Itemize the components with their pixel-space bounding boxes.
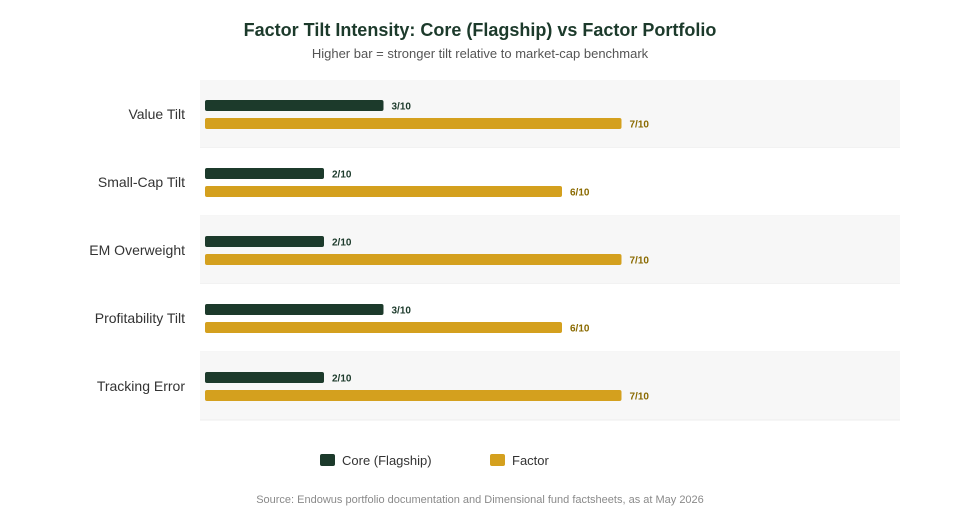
category-band-profitability-tilt <box>200 284 900 352</box>
category-label-value-tilt: Value Tilt <box>128 106 185 122</box>
bar-label-factor-profitability-tilt: 6/10 <box>570 324 590 335</box>
bar-label-core-tracking-error: 2/10 <box>332 374 352 385</box>
category-band-tracking-error <box>200 352 900 420</box>
category-label-profitability-tilt: Profitability Tilt <box>95 310 185 326</box>
category-band-em-overweight <box>200 216 900 284</box>
bar-factor-em-overweight <box>205 254 622 265</box>
category-label-small-cap-tilt: Small-Cap Tilt <box>98 174 185 190</box>
bar-core-profitability-tilt <box>205 304 384 315</box>
legend-item-factor: Factor <box>490 452 549 468</box>
legend-swatch-core <box>320 454 335 466</box>
bar-label-factor-small-cap-tilt: 6/10 <box>570 188 590 199</box>
category-band-value-tilt <box>200 80 900 148</box>
category-label-tracking-error: Tracking Error <box>97 378 186 394</box>
bar-label-factor-tracking-error: 7/10 <box>630 392 650 403</box>
category-label-em-overweight: EM Overweight <box>89 242 185 258</box>
category-band-small-cap-tilt <box>200 148 900 216</box>
bar-core-small-cap-tilt <box>205 168 324 179</box>
bar-label-factor-em-overweight: 7/10 <box>630 256 650 267</box>
legend-label-factor: Factor <box>512 452 549 468</box>
bar-label-core-value-tilt: 3/10 <box>392 102 412 113</box>
source-note: Source: Endowus portfolio documentation … <box>256 494 704 506</box>
legend-swatch-factor <box>490 454 505 466</box>
bar-core-value-tilt <box>205 100 384 111</box>
bar-factor-value-tilt <box>205 118 622 129</box>
bar-factor-profitability-tilt <box>205 322 562 333</box>
chart-legend: Core (Flagship) Factor <box>0 452 960 468</box>
bar-label-factor-value-tilt: 7/10 <box>630 120 650 131</box>
bar-factor-small-cap-tilt <box>205 186 562 197</box>
legend-label-core: Core (Flagship) <box>342 452 432 468</box>
chart-subtitle: Higher bar = stronger tilt relative to m… <box>311 46 649 61</box>
bar-factor-tracking-error <box>205 390 622 401</box>
bar-label-core-profitability-tilt: 3/10 <box>392 306 412 317</box>
legend-item-core: Core (Flagship) <box>320 452 432 468</box>
chart-title: Factor Tilt Intensity: Core (Flagship) v… <box>243 20 717 40</box>
bar-label-core-small-cap-tilt: 2/10 <box>332 170 352 181</box>
bar-core-tracking-error <box>205 372 324 383</box>
bar-label-core-em-overweight: 2/10 <box>332 238 352 249</box>
bar-core-em-overweight <box>205 236 324 247</box>
